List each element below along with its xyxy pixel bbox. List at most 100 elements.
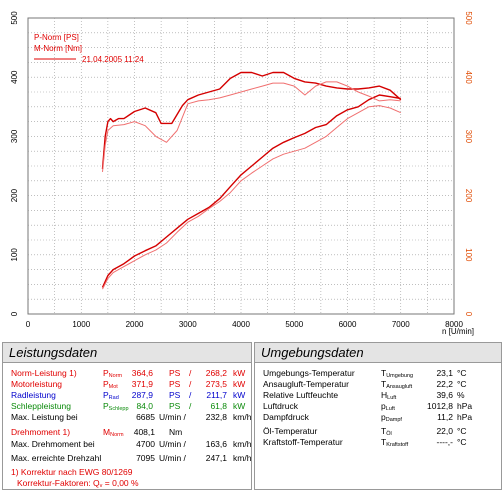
ambient-value: ----,- <box>436 437 453 447</box>
perf-unit-kw: kW <box>233 379 246 389</box>
perf-sep: / <box>189 368 192 378</box>
series-line <box>101 94 401 288</box>
perf-symbol-subscript: Mot <box>108 384 118 390</box>
x-tick-label: 2000 <box>126 320 144 329</box>
x-tick-label: 8000 <box>445 320 463 329</box>
correction-footnote: 1) Korrektur nach EWG 80/1269 <box>11 467 133 477</box>
perf-symbol: PRad <box>103 390 119 401</box>
ambient-label: Kraftstoff-Temperatur <box>263 437 343 447</box>
perf-symbol-subscript: Rad <box>108 395 119 401</box>
perf-label: Schleppleistung <box>11 401 72 411</box>
panel-title-ambient: Umgebungsdaten <box>255 343 501 363</box>
perf-value-ps: 371,9 <box>131 379 153 389</box>
perf-value-kw: 268,2 <box>205 368 227 378</box>
series-line <box>101 71 402 170</box>
perf-symbol: PNorm <box>103 368 123 379</box>
ambient-unit: °C <box>457 426 467 436</box>
ambient-label: Ansaugluft-Temperatur <box>263 379 349 389</box>
series-line <box>102 105 402 290</box>
perf-label: Max. Leistung bei <box>11 412 78 422</box>
x-tick-label: 6000 <box>339 320 357 329</box>
legend-torque: M-Norm [Nm] <box>34 44 82 53</box>
ambient-symbol: TUmgebung <box>381 368 414 379</box>
perf-speed: 247,1 <box>205 453 227 463</box>
perf-unit-kw: kW <box>233 401 246 411</box>
ambient-value: 39,6 <box>436 390 453 400</box>
ambient-value: 22,0 <box>436 426 453 436</box>
perf-rpm: 7095 <box>136 453 155 463</box>
perf-value-ps: 364,6 <box>131 368 153 378</box>
ambient-symbol-subscript: Umgebung <box>386 373 414 379</box>
performance-data-panel: Leistungsdaten Norm-Leistung 1) PNorm 364,… <box>2 342 252 490</box>
perf-rpm-unit: U/min / <box>159 439 186 449</box>
ambient-symbol: TKraftstoff <box>381 437 409 448</box>
perf-value-kw: 61,8 <box>210 401 227 411</box>
torque-unit: Nm <box>169 427 183 437</box>
ambient-symbol-subscript: Luft <box>385 406 395 412</box>
ambient-symbol-subscript: Ansaugluft <box>386 384 413 390</box>
torque-label: Drehmoment 1) <box>11 427 71 437</box>
perf-speed-unit: km/h <box>233 412 252 422</box>
torque-symbol-subscript: Norm <box>110 432 124 438</box>
ambient-data-panel: Umgebungsdaten Umgebungs-Temperatur TUmge… <box>254 342 502 490</box>
y-tick-label-right: 300 <box>464 130 473 144</box>
x-tick-label: 5000 <box>285 320 303 329</box>
chart-legend: P-Norm [PS] M-Norm [Nm] 21.04.2005 11:24 <box>34 33 144 64</box>
x-tick-label: 3000 <box>179 320 197 329</box>
x-tick-label: 1000 <box>72 320 90 329</box>
ambient-unit: °C <box>457 437 467 447</box>
ambient-symbol-subscript: Kraftstoff <box>386 442 409 448</box>
ambient-unit: °C <box>457 379 467 389</box>
y-tick-label-left: 300 <box>10 129 19 143</box>
x-tick-label: 7000 <box>392 320 410 329</box>
ambient-symbol: TAnsaugluft <box>381 379 413 390</box>
perf-speed-unit: km/h <box>233 439 252 449</box>
ambient-label: Öl-Temperatur <box>263 426 318 436</box>
perf-speed: 232,8 <box>205 412 227 422</box>
perf-value-kw: 211,7 <box>206 390 227 400</box>
perf-unit-kw: kW <box>233 390 246 400</box>
perf-rpm-unit: U/min / <box>159 453 186 463</box>
perf-label: Max. erreichte Drehzahl <box>11 453 102 463</box>
perf-symbol-subscript: Norm <box>108 373 123 379</box>
perf-unit-ps: PS <box>169 379 181 389</box>
correction-factors: Korrektur-Faktoren: Qv = 0,00 % <box>17 478 139 489</box>
y-tick-label-right: 500 <box>464 11 473 25</box>
perf-label: Motorleistung <box>11 379 63 389</box>
perf-rpm: 4700 <box>136 439 155 449</box>
y-tick-label-left: 100 <box>10 248 19 262</box>
perf-value-ps: 84,0 <box>136 401 153 411</box>
y-tick-label-left: 200 <box>10 188 19 202</box>
legend-power: P-Norm [PS] <box>34 33 79 42</box>
ambient-symbol-subscript: Öl <box>386 431 392 437</box>
perf-unit-ps: PS <box>169 401 181 411</box>
perf-label: Max. Drehmoment bei <box>11 439 95 449</box>
perf-unit-ps: PS <box>169 390 181 400</box>
y-tick-label-right: 100 <box>464 248 473 262</box>
ambient-unit: hPa <box>457 401 473 411</box>
ambient-symbol-subscript: Dampf <box>385 417 402 423</box>
perf-rpm-unit: U/min / <box>159 412 186 422</box>
perf-symbol: PSchlepp <box>103 401 129 412</box>
chart-grid <box>28 18 454 314</box>
perf-rpm: 6685 <box>136 412 155 422</box>
ambient-value: 23,1 <box>436 368 453 378</box>
perf-value-kw: 273,5 <box>205 379 227 389</box>
chart-series <box>101 71 402 290</box>
perf-sep: / <box>189 379 192 389</box>
ambient-symbol: HLuft <box>381 390 397 401</box>
x-tick-label: 4000 <box>232 320 250 329</box>
y-tick-label-right: 200 <box>464 189 473 203</box>
ambient-unit: % <box>457 390 465 400</box>
perf-speed-unit: km/h <box>233 453 252 463</box>
x-tick-label: 0 <box>26 320 31 329</box>
perf-value-ps: 287,9 <box>131 390 153 400</box>
ambient-symbol: pLuft <box>381 401 395 412</box>
y-tick-label-right: 0 <box>464 312 473 317</box>
perf-sep: / <box>189 390 192 400</box>
correction-factor-value: = 0,00 % <box>102 478 139 488</box>
y-tick-label-left: 0 <box>10 311 19 316</box>
perf-speed: 163,6 <box>205 439 227 449</box>
